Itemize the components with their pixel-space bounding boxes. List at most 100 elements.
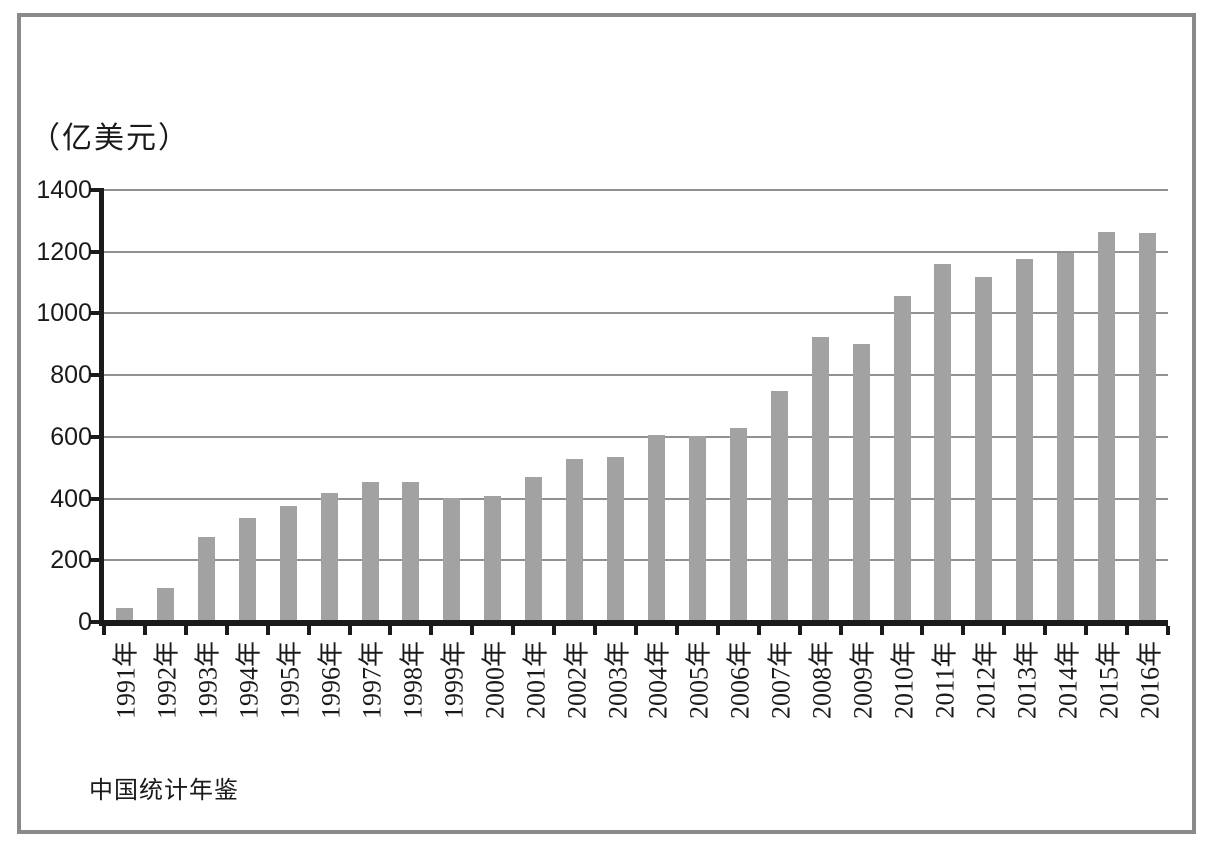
x-tick-label: 2014年 <box>1053 640 1083 720</box>
y-tick-label: 200 <box>50 546 92 575</box>
y-tick-label: 600 <box>50 422 92 451</box>
x-tick-label: 2000年 <box>480 640 510 720</box>
x-axis-tick <box>1084 626 1089 635</box>
x-tick-label: 1996年 <box>316 640 346 720</box>
bar-2012年 <box>975 277 993 620</box>
x-axis-tick <box>429 626 434 635</box>
gridline <box>104 435 1168 438</box>
bar-1993年 <box>197 537 215 620</box>
y-axis-tick <box>89 249 99 254</box>
bar-2001年 <box>525 477 543 620</box>
y-tick-label: 1000 <box>36 299 92 328</box>
bar-2005年 <box>688 435 706 620</box>
x-tick-label: 2001年 <box>521 640 551 720</box>
x-axis-tick <box>674 626 679 635</box>
x-axis-tick <box>920 626 925 635</box>
x-tick-label: 1992年 <box>152 640 182 720</box>
x-axis-line <box>99 620 1168 626</box>
bar-2004年 <box>647 435 665 620</box>
x-axis-tick <box>470 626 475 635</box>
y-tick-label: 0 <box>78 608 92 636</box>
y-tick-label: 800 <box>50 361 92 390</box>
gridline <box>104 189 1168 191</box>
y-axis-tick <box>89 373 99 378</box>
source-label: 中国统计年鉴 <box>89 778 239 804</box>
y-axis-tick <box>89 434 99 439</box>
x-tick-label: 1993年 <box>193 640 223 720</box>
x-axis-tick <box>306 626 311 635</box>
x-axis-tick <box>1166 626 1170 635</box>
x-tick-label: 1994年 <box>234 640 264 720</box>
x-axis-tick <box>961 626 966 635</box>
bar-2003年 <box>607 456 625 620</box>
x-tick-label: 2006年 <box>725 640 755 720</box>
x-axis-tick <box>142 626 147 635</box>
x-tick-label: 1995年 <box>275 640 305 720</box>
x-axis-tick <box>388 626 393 635</box>
x-tick-label: 1998年 <box>398 640 428 720</box>
bar-1999年 <box>443 497 461 620</box>
x-axis-tick <box>634 626 638 635</box>
bar-2015年 <box>1098 232 1116 620</box>
bar-1992年 <box>156 588 174 620</box>
y-axis-tick <box>89 311 99 316</box>
x-axis-tick <box>552 626 557 635</box>
bar-1998年 <box>402 481 420 620</box>
bar-1991年 <box>115 608 133 620</box>
x-axis-tick <box>879 626 884 635</box>
gridline <box>104 250 1168 253</box>
x-axis-tick <box>347 626 352 635</box>
gridline <box>104 559 1168 562</box>
x-tick-label: 2011年 <box>930 641 960 719</box>
gridline <box>104 497 1168 500</box>
gridline <box>104 374 1168 377</box>
x-axis-tick <box>593 626 598 635</box>
x-axis-tick <box>511 626 516 635</box>
x-tick-label: 2008年 <box>807 640 837 720</box>
y-axis-line <box>99 188 104 626</box>
y-axis-tick <box>89 620 99 624</box>
x-tick-label: 2015年 <box>1094 640 1124 720</box>
x-tick-label: 2016年 <box>1135 640 1165 720</box>
x-tick-label: 1991年 <box>111 640 141 720</box>
x-tick-label: 2003年 <box>603 640 633 720</box>
bar-1996年 <box>320 493 338 620</box>
x-axis-tick <box>265 626 270 635</box>
x-tick-label: 2005年 <box>684 640 714 720</box>
x-axis-tick <box>1125 626 1130 635</box>
x-tick-label: 2012年 <box>971 640 1001 720</box>
y-axis-tick <box>89 558 99 563</box>
x-axis-tick <box>224 626 229 635</box>
x-axis-tick <box>715 626 720 635</box>
gridline <box>104 312 1168 315</box>
x-axis-tick <box>1043 626 1048 635</box>
bar-2000年 <box>484 496 502 620</box>
y-axis-tick <box>89 496 99 501</box>
figure-frame: （亿美元） 0 200 400 600 800 1000 1200 1400 1991年 1992… <box>17 13 1196 834</box>
bar-1994年 <box>238 517 256 620</box>
bar-2014年 <box>1057 252 1075 620</box>
bar-2010年 <box>893 295 911 620</box>
x-axis-tick <box>1002 626 1007 635</box>
x-axis-tick <box>102 626 106 635</box>
bar-2011年 <box>934 264 952 620</box>
x-tick-label: 2007年 <box>766 640 796 720</box>
y-tick-label: 1200 <box>36 237 92 266</box>
x-axis-tick <box>838 626 843 635</box>
bar-2009年 <box>852 344 870 620</box>
bar-2008年 <box>811 336 829 620</box>
x-axis-tick <box>797 626 802 635</box>
bar-2013年 <box>1016 259 1034 620</box>
x-axis-tick <box>183 626 188 635</box>
x-tick-label: 2004年 <box>643 640 673 720</box>
x-tick-label: 2009年 <box>848 640 878 720</box>
x-tick-label: 2013年 <box>1012 640 1042 720</box>
y-axis-unit-label: （亿美元） <box>30 122 190 155</box>
y-tick-label: 1400 <box>36 176 92 204</box>
bar-1997年 <box>361 482 379 620</box>
bar-2002年 <box>566 459 584 620</box>
bar-2007年 <box>770 391 788 620</box>
y-tick-label: 400 <box>50 484 92 513</box>
x-tick-label: 1997年 <box>357 640 387 720</box>
bar-1995年 <box>279 506 297 620</box>
